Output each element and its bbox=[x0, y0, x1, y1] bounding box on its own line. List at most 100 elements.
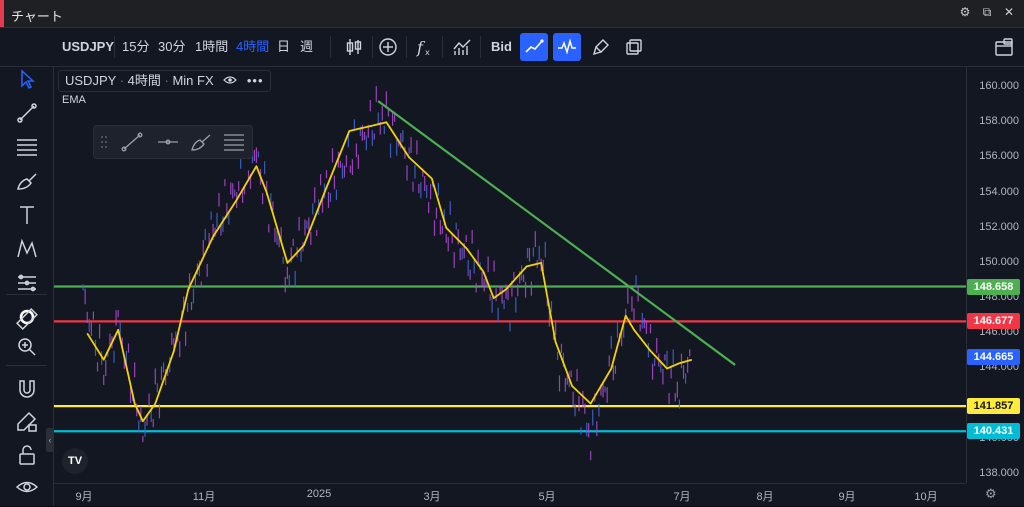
trend-line-icon bbox=[525, 39, 544, 53]
pattern-tool-icon[interactable] bbox=[15, 237, 39, 261]
quick-hline-icon[interactable] bbox=[158, 139, 178, 145]
brush-tool-icon[interactable] bbox=[15, 169, 39, 193]
copy-icon bbox=[626, 39, 642, 55]
window-titlebar: チャート ⚙ ⧉ ✕ bbox=[0, 0, 1024, 28]
legend-symbol: USDJPY bbox=[65, 73, 117, 88]
time-tick-label: 3月 bbox=[423, 491, 441, 503]
price-tick-label: 160.000 bbox=[979, 80, 1019, 92]
legend-source: Min FX bbox=[172, 73, 214, 88]
prediction-tool-icon[interactable] bbox=[15, 271, 39, 295]
fib-tool-icon[interactable] bbox=[15, 135, 39, 159]
window-accent bbox=[0, 0, 4, 27]
interval-week[interactable]: 週 bbox=[300, 39, 314, 54]
interval-1h[interactable]: 1時間 bbox=[195, 39, 229, 54]
close-icon[interactable]: ✕ bbox=[1003, 5, 1015, 19]
price-tick-label: 146.000 bbox=[979, 326, 1019, 339]
toolbar-divider bbox=[406, 36, 407, 58]
layout-button[interactable] bbox=[990, 33, 1018, 61]
text-tool-icon[interactable] bbox=[15, 203, 39, 227]
quick-brush-icon[interactable] bbox=[191, 134, 211, 151]
level-price-tag: 140.431 bbox=[967, 423, 1020, 440]
clear-drawings-button[interactable] bbox=[587, 33, 615, 61]
ema-series-line bbox=[86, 121, 693, 423]
toolbar-divider bbox=[480, 36, 481, 58]
visibility-icon[interactable] bbox=[15, 475, 39, 499]
cursor-icon[interactable] bbox=[15, 67, 39, 91]
popout-icon[interactable]: ⧉ bbox=[982, 5, 992, 19]
interval-day[interactable]: 日 bbox=[277, 39, 291, 54]
templates-button[interactable] bbox=[448, 33, 476, 61]
more-icon[interactable]: ••• bbox=[246, 73, 264, 88]
drawing-toolbar bbox=[0, 67, 54, 506]
level-price-tag: 146.677 bbox=[967, 313, 1020, 330]
plus-circle-icon bbox=[379, 38, 397, 56]
shape-circle-icon[interactable] bbox=[15, 305, 39, 329]
level-price-tag: 141.857 bbox=[967, 398, 1020, 415]
interval-4h[interactable]: 4時間 bbox=[236, 39, 270, 54]
brush-icon bbox=[592, 39, 609, 56]
duplicate-button[interactable] bbox=[620, 33, 648, 61]
magnet-icon[interactable] bbox=[15, 377, 39, 401]
lock-icon[interactable] bbox=[15, 443, 39, 467]
time-tick-label: 9月 bbox=[75, 491, 93, 503]
price-tick-label: 154.000 bbox=[979, 185, 1019, 198]
trend-line-toggle[interactable] bbox=[520, 33, 548, 61]
chart-legend: USDJPY · 4時間 · Min FX ••• bbox=[58, 70, 271, 92]
toolbar-divider bbox=[6, 365, 47, 366]
last-price-tag: 144.665 bbox=[967, 348, 1020, 365]
tradingview-logo[interactable]: TV bbox=[62, 448, 88, 474]
zoom-icon[interactable] bbox=[15, 335, 39, 359]
price-chart[interactable] bbox=[54, 67, 966, 483]
time-tick-label: 7月 bbox=[673, 491, 691, 503]
price-tick-label: 156.000 bbox=[979, 150, 1019, 163]
time-tick-label: 9月 bbox=[838, 491, 856, 503]
bar-chart-icon bbox=[453, 39, 471, 55]
time-axis[interactable]: 9月 11月 2025 3月 5月 7月 8月 9月 10月 bbox=[54, 483, 966, 507]
svg-text:x: x bbox=[425, 48, 430, 57]
collapse-toolbar-button[interactable]: ‹ bbox=[46, 428, 54, 452]
price-tick-label: 158.000 bbox=[979, 115, 1019, 128]
candlestick-icon bbox=[346, 39, 362, 55]
eye-icon[interactable] bbox=[223, 73, 241, 88]
toolbar-divider bbox=[114, 36, 115, 58]
settings-gear-icon[interactable]: ⚙ bbox=[959, 5, 971, 19]
pulse-toggle[interactable] bbox=[553, 33, 581, 61]
toolbar-divider bbox=[330, 36, 331, 58]
toolbar-divider bbox=[442, 36, 443, 58]
lock-drawing-icon[interactable] bbox=[15, 410, 39, 434]
indicator-label: EMA bbox=[62, 94, 86, 106]
trendline bbox=[377, 100, 736, 366]
price-tick-label: 152.000 bbox=[979, 220, 1019, 233]
window-controls: ⚙ ⧉ ✕ bbox=[958, 5, 1016, 19]
quick-line-icon[interactable] bbox=[121, 132, 143, 152]
compare-button[interactable] bbox=[374, 33, 402, 61]
time-tick-label: 8月 bbox=[756, 491, 774, 503]
toolbar-divider bbox=[6, 294, 47, 295]
window-title: チャート bbox=[11, 9, 63, 24]
price-tick-label: 138.000 bbox=[979, 467, 1019, 479]
ruler-icon[interactable] bbox=[15, 307, 39, 331]
svg-text:f: f bbox=[416, 38, 426, 57]
chart-frame bbox=[0, 28, 1024, 506]
interval-15m[interactable]: 15分 bbox=[122, 39, 150, 54]
time-tick-label: 10月 bbox=[914, 491, 938, 503]
time-tick-label: 5月 bbox=[538, 491, 556, 503]
price-axis[interactable]: 160.000 158.000 156.000 154.000 152.000 150.0… bbox=[966, 67, 1024, 483]
symbol-button[interactable]: USDJPY bbox=[62, 39, 115, 54]
price-tick-label: 150.000 bbox=[979, 255, 1019, 268]
candle-style-button[interactable] bbox=[340, 33, 368, 61]
time-tick-label: 2025 bbox=[306, 488, 332, 500]
legend-interval: 4時間 bbox=[127, 73, 161, 88]
bid-button[interactable]: Bid bbox=[491, 39, 512, 54]
quick-fib-icon[interactable] bbox=[224, 134, 244, 151]
level-price-tag: 148.658 bbox=[967, 278, 1020, 295]
floating-drawing-toolbar bbox=[93, 125, 253, 159]
interval-30m[interactable]: 30分 bbox=[158, 39, 186, 54]
line-tool-icon[interactable] bbox=[15, 101, 39, 125]
toolbar-divider bbox=[372, 36, 373, 58]
chart-settings-icon[interactable]: ⚙ bbox=[985, 486, 997, 501]
drag-handle-icon[interactable] bbox=[101, 136, 107, 148]
